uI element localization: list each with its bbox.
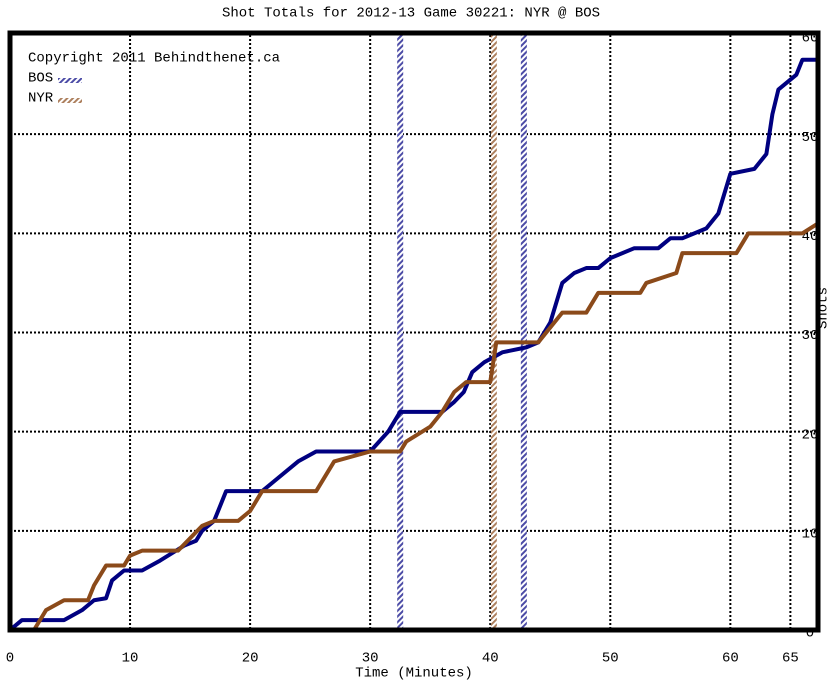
x-tick-label: 10: [122, 651, 139, 667]
event-marker: [397, 35, 404, 630]
series-line: [10, 221, 820, 632]
series-line: [8, 57, 818, 632]
plot-frame: [7, 30, 821, 633]
legend-swatch: [58, 78, 82, 83]
copyright: Copyright 2011 Behindthenet.ca: [28, 51, 280, 67]
y-tick-label: 10: [802, 527, 819, 543]
event-marker: [490, 35, 497, 630]
x-tick-label: 40: [482, 651, 499, 667]
legend-label: BOS: [28, 71, 53, 87]
legend-swatch: [58, 98, 82, 103]
y-tick-label: 30: [802, 328, 819, 344]
x-axis-label: Time (Minutes): [355, 666, 473, 680]
x-tick-label: 50: [602, 651, 619, 667]
y-tick-label: 20: [802, 427, 819, 443]
x-tick-label: 65: [782, 651, 799, 667]
y-tick-label: 0: [806, 626, 814, 642]
legend-label: NYR: [28, 91, 54, 107]
chart-title: Shot Totals for 2012-13 Game 30221: NYR …: [222, 6, 600, 22]
x-tick-label: 0: [6, 651, 14, 667]
x-tick-label: 20: [242, 651, 259, 667]
x-tick-label: 30: [362, 651, 379, 667]
y-tick-label: 50: [802, 130, 819, 146]
event-marker: [520, 35, 527, 630]
x-tick-label: 60: [722, 651, 739, 667]
